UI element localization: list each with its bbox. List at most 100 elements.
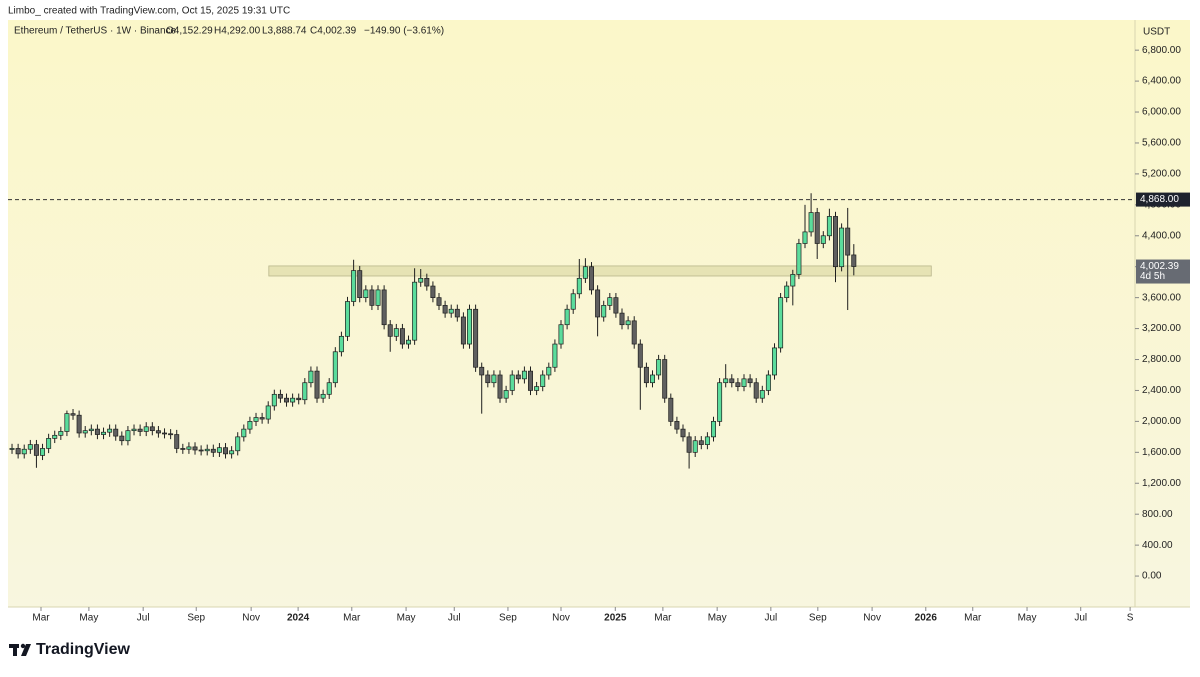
- candle-body: [229, 450, 235, 455]
- x-tick-label: 2024: [287, 613, 310, 624]
- candle-body: [711, 421, 716, 438]
- candle-body: [589, 266, 594, 291]
- candle-body: [723, 378, 729, 384]
- candle-body: [82, 430, 88, 434]
- last-price-countdown: 4d 5h: [1140, 271, 1165, 282]
- y-tick-label: 5,200.00: [1142, 169, 1181, 180]
- candle-body: [125, 430, 131, 442]
- candle-body: [546, 366, 552, 376]
- candle-body: [320, 393, 326, 399]
- candle-body: [772, 347, 777, 376]
- candle-body: [729, 378, 735, 384]
- candle-body: [503, 390, 509, 399]
- logo-icon: [13, 644, 17, 656]
- candle-body: [94, 428, 100, 435]
- x-tick-label: Jul: [1074, 613, 1087, 624]
- candle-body: [540, 374, 546, 387]
- candle-body: [753, 382, 759, 399]
- candle-body: [460, 316, 466, 345]
- candle-body: [747, 378, 753, 384]
- candle-body: [613, 297, 619, 314]
- candle-body: [686, 436, 692, 453]
- candle-body: [223, 447, 229, 455]
- y-tick-label: 2,400.00: [1142, 385, 1181, 396]
- candle-body: [656, 359, 662, 376]
- candle-body: [253, 417, 259, 422]
- candle-body: [778, 297, 784, 349]
- x-tick-label: May: [79, 613, 98, 624]
- y-tick-label: 2,000.00: [1142, 416, 1181, 427]
- x-tick-label: Jul: [764, 613, 777, 624]
- candle-body: [564, 308, 570, 326]
- candle-body: [15, 448, 21, 455]
- candle-body: [430, 285, 436, 298]
- candle-body: [820, 235, 826, 244]
- candle-body: [76, 414, 82, 434]
- candle-body: [570, 293, 576, 310]
- candle-body: [601, 305, 607, 318]
- legend-change: −149.90 (−3.61%): [364, 26, 444, 37]
- candle-body: [698, 440, 704, 445]
- zone: [268, 265, 932, 277]
- candle-body: [338, 335, 344, 353]
- candle-body: [582, 266, 588, 279]
- candle-body: [40, 448, 46, 456]
- candle-body: [64, 413, 70, 432]
- candle-body: [796, 243, 802, 275]
- candle-body: [277, 393, 283, 399]
- y-tick-label: 6,400.00: [1142, 76, 1181, 87]
- candle-body: [381, 289, 387, 326]
- candle-body: [668, 397, 674, 422]
- candle-body: [717, 382, 723, 422]
- candle-body: [216, 447, 222, 453]
- last-price-label: 4,002.39: [1140, 261, 1179, 272]
- x-tick-label: Mar: [32, 613, 50, 624]
- candle-body: [210, 448, 216, 453]
- x-tick-label: Sep: [809, 613, 827, 624]
- x-tick-label: May: [397, 613, 416, 624]
- x-tick-label: Mar: [343, 613, 361, 624]
- candle-body: [363, 289, 369, 298]
- candle-body: [802, 231, 808, 244]
- candle-body: [70, 413, 76, 416]
- candle-body: [46, 438, 52, 449]
- y-tick-label: 3,600.00: [1142, 292, 1181, 303]
- y-tick-label: 4,400.00: [1142, 230, 1181, 241]
- x-tick-label: Nov: [242, 613, 260, 624]
- y-tick-label: 800.00: [1142, 509, 1173, 520]
- candle-body: [833, 216, 838, 268]
- candles: [9, 193, 857, 469]
- candle-body: [790, 274, 796, 287]
- logo-icon: [21, 644, 31, 656]
- candle-body: [454, 308, 460, 318]
- candle-body: [497, 374, 503, 399]
- candle-body: [704, 436, 710, 445]
- candle-body: [290, 397, 296, 403]
- candle-body: [595, 289, 601, 318]
- y-tick-label: 6,000.00: [1142, 107, 1181, 118]
- candle-body: [692, 440, 698, 453]
- candle-body: [107, 428, 113, 433]
- candle-body: [534, 386, 540, 391]
- candle-body: [119, 435, 125, 442]
- candle-body: [491, 374, 497, 384]
- candle-body: [113, 428, 119, 437]
- x-tick-label: 2026: [915, 613, 938, 624]
- legend-symbol: Ethereum / TetherUS · 1W · Binance: [14, 26, 177, 37]
- candle-body: [515, 374, 521, 380]
- candle-body: [680, 428, 686, 438]
- candle-body: [369, 289, 375, 306]
- candle-body: [485, 374, 491, 384]
- candle-body: [625, 320, 631, 326]
- candle-body: [143, 426, 149, 432]
- candle-body: [180, 448, 186, 450]
- candle-body: [650, 374, 655, 384]
- x-tick-label: Sep: [499, 613, 517, 624]
- candle-body: [351, 270, 357, 302]
- hline-label: 4,868.00: [1140, 194, 1179, 205]
- candle-body: [473, 308, 479, 368]
- candle-body: [357, 270, 363, 298]
- y-unit: USDT: [1143, 27, 1170, 38]
- candle-body: [149, 426, 155, 432]
- candle-body: [345, 301, 351, 337]
